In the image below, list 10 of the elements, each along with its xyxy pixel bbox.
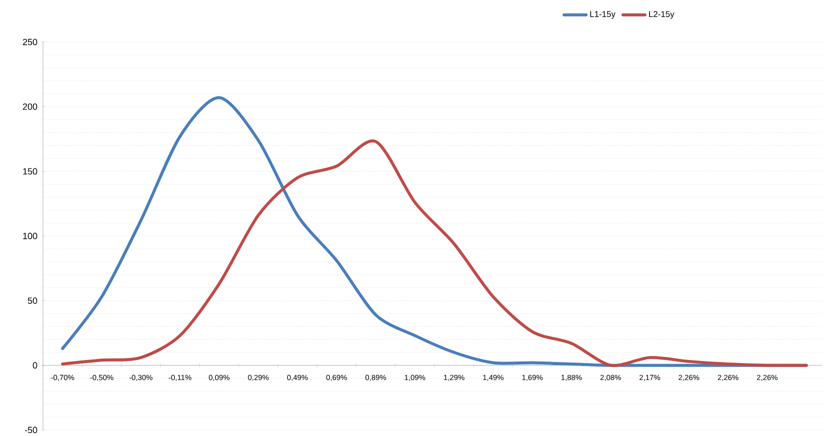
legend-label: L1-15y [590,10,616,19]
legend-label: L2-15y [649,10,674,19]
y-tick-label: 100 [23,232,38,239]
y-tick-label: -50 [24,426,38,433]
y-tick-label: 200 [22,103,38,110]
y-tick-label: 250 [22,38,38,45]
y-tick-label: 0 [32,362,38,368]
y-tick-label: 150 [23,168,38,174]
y-tick-label: 50 [28,297,38,304]
line-series [61,139,808,367]
